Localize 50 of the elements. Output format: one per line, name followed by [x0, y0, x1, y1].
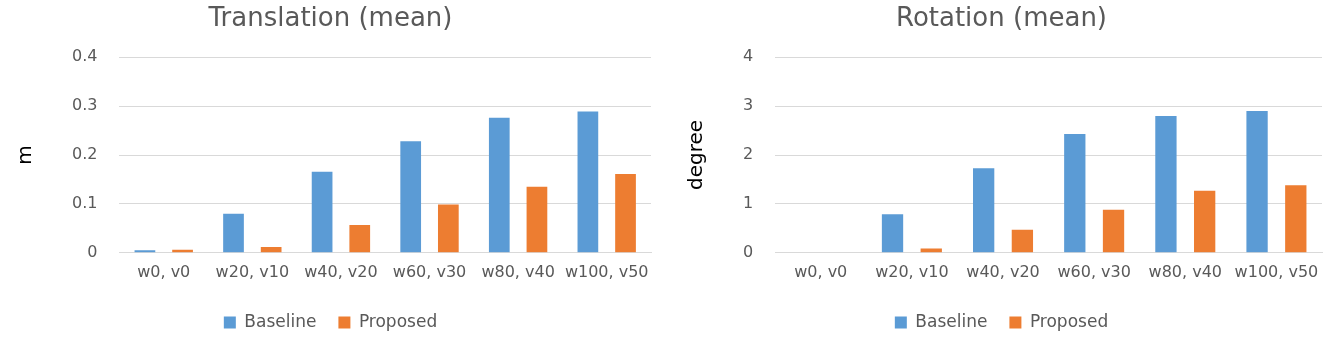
bar [1011, 229, 1034, 253]
bar [1102, 209, 1125, 253]
bar [260, 246, 282, 253]
y-tick-label: 4 [742, 46, 754, 66]
y-tick-label: 0.4 [71, 46, 98, 66]
bar [973, 168, 995, 253]
x-tick-label: w80, v40 [481, 261, 555, 281]
bar [1285, 185, 1307, 253]
chart-title: Rotation (mean) [895, 2, 1108, 33]
y-tick-label: 0.3 [71, 95, 98, 115]
x-tick-label: w20, v10 [215, 261, 290, 281]
x-tick-label: w100, v50 [1234, 261, 1319, 281]
bar [223, 213, 244, 253]
bar [1155, 115, 1177, 253]
bar [1246, 110, 1268, 253]
y-tick-label: 0 [87, 241, 98, 261]
y-axis-title: degree [683, 119, 708, 191]
bar [881, 214, 904, 253]
bar [349, 224, 371, 253]
legend-label: Proposed [358, 310, 438, 331]
y-tick-label: 1 [742, 193, 754, 213]
legend-label: Baseline [244, 310, 317, 331]
legend-label: Proposed [1029, 310, 1109, 331]
x-tick-label: w100, v50 [564, 261, 649, 281]
x-tick-label: w40, v20 [304, 261, 378, 281]
bar [1064, 133, 1086, 253]
x-tick-label: w20, v10 [875, 261, 949, 281]
bar [437, 204, 459, 253]
y-axis-title: m [12, 145, 37, 165]
y-tick-label: 0.2 [71, 144, 98, 164]
y-tick-label: 3 [742, 95, 754, 115]
legend-label: Baseline [915, 310, 988, 331]
x-tick-label: w0, v0 [137, 261, 191, 281]
chart-title: Translation (mean) [207, 2, 453, 33]
bar [400, 141, 422, 253]
bar [920, 248, 942, 253]
bar [311, 171, 333, 253]
x-tick-label: w60, v30 [392, 261, 467, 281]
bar [526, 186, 548, 253]
x-tick-label: w40, v20 [966, 261, 1040, 281]
x-tick-label: w0, v0 [794, 261, 848, 281]
bar [615, 174, 636, 253]
x-tick-label: w60, v30 [1057, 261, 1131, 281]
x-tick-label: w80, v40 [1148, 261, 1223, 281]
bar [488, 117, 510, 253]
bar [577, 111, 599, 253]
y-tick-label: 0.1 [71, 193, 98, 213]
y-tick-label: 2 [742, 144, 754, 164]
bar [1194, 190, 1216, 253]
y-tick-label: 0 [742, 241, 754, 261]
